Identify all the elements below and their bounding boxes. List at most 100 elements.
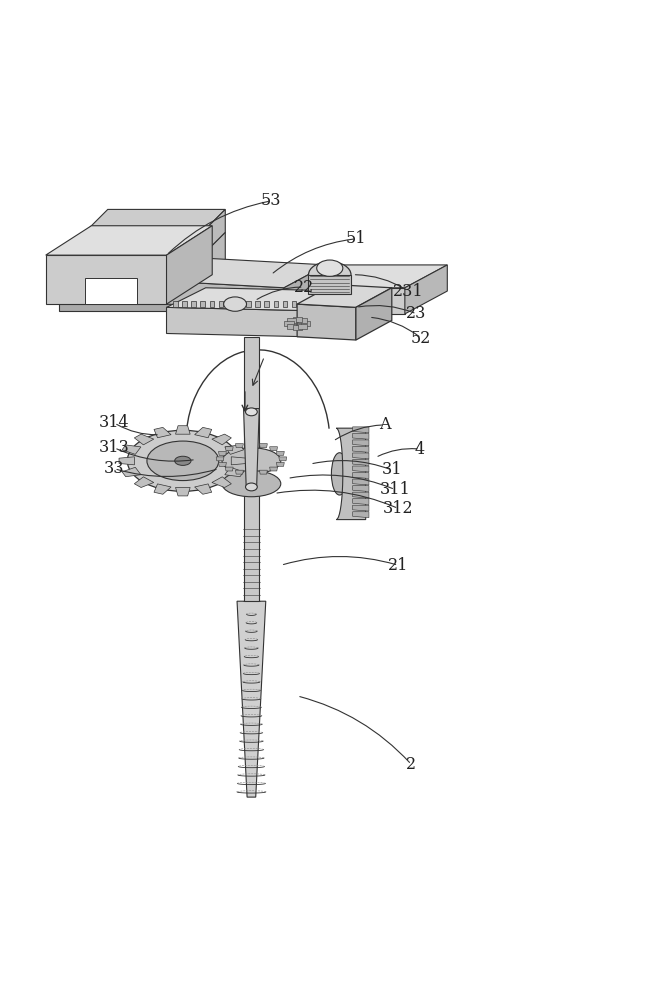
Polygon shape [212, 434, 231, 445]
Polygon shape [259, 470, 267, 474]
Ellipse shape [173, 455, 206, 473]
Text: 2: 2 [406, 756, 417, 773]
Polygon shape [298, 324, 308, 329]
Polygon shape [167, 281, 284, 311]
Polygon shape [59, 232, 225, 281]
Polygon shape [353, 446, 369, 452]
Ellipse shape [127, 430, 238, 491]
Text: A: A [379, 416, 391, 433]
Polygon shape [300, 321, 310, 326]
Polygon shape [292, 301, 296, 307]
Polygon shape [200, 301, 205, 307]
Ellipse shape [222, 471, 281, 497]
Polygon shape [353, 492, 369, 498]
Polygon shape [225, 467, 233, 471]
Text: 23: 23 [406, 305, 427, 322]
Polygon shape [219, 451, 227, 455]
Text: 51: 51 [345, 230, 366, 247]
Polygon shape [283, 301, 287, 307]
Polygon shape [219, 462, 227, 466]
Polygon shape [287, 318, 296, 323]
Polygon shape [219, 301, 223, 307]
Text: 313: 313 [99, 439, 130, 456]
Polygon shape [173, 301, 178, 307]
Text: 231: 231 [393, 283, 423, 300]
Polygon shape [353, 427, 369, 433]
Polygon shape [244, 409, 259, 487]
Text: 31: 31 [381, 461, 402, 478]
Polygon shape [135, 434, 153, 445]
Polygon shape [284, 265, 447, 288]
Polygon shape [46, 255, 167, 304]
Polygon shape [353, 479, 369, 485]
Polygon shape [353, 460, 369, 465]
Ellipse shape [222, 448, 281, 474]
Text: 33: 33 [104, 460, 125, 477]
Polygon shape [405, 265, 447, 314]
Polygon shape [353, 499, 369, 505]
Polygon shape [244, 337, 259, 601]
Ellipse shape [308, 262, 351, 288]
Polygon shape [270, 467, 278, 471]
Polygon shape [284, 321, 293, 326]
Polygon shape [353, 473, 369, 478]
Polygon shape [225, 467, 244, 477]
Polygon shape [212, 477, 231, 488]
Polygon shape [247, 443, 255, 446]
Polygon shape [225, 447, 233, 451]
Polygon shape [276, 451, 284, 455]
Polygon shape [216, 457, 224, 461]
Polygon shape [46, 226, 212, 255]
Polygon shape [176, 487, 190, 496]
Polygon shape [122, 445, 141, 454]
Ellipse shape [147, 441, 219, 481]
Polygon shape [308, 275, 351, 294]
Text: 4: 4 [415, 441, 425, 458]
Polygon shape [353, 486, 369, 492]
Polygon shape [59, 258, 176, 281]
Polygon shape [119, 457, 135, 465]
Polygon shape [59, 281, 176, 311]
Ellipse shape [331, 453, 347, 495]
Polygon shape [167, 226, 212, 304]
Polygon shape [122, 467, 141, 477]
Polygon shape [279, 457, 287, 461]
Ellipse shape [223, 297, 246, 311]
Polygon shape [293, 317, 302, 322]
Polygon shape [236, 444, 244, 448]
Polygon shape [59, 209, 225, 258]
Polygon shape [195, 427, 212, 438]
Polygon shape [255, 301, 260, 307]
Polygon shape [284, 288, 405, 314]
Polygon shape [237, 601, 266, 797]
Text: 312: 312 [383, 500, 413, 517]
Polygon shape [336, 428, 366, 520]
Polygon shape [259, 444, 267, 448]
Polygon shape [154, 484, 171, 494]
Polygon shape [210, 301, 214, 307]
Polygon shape [225, 445, 244, 454]
Polygon shape [236, 470, 244, 474]
Polygon shape [231, 457, 247, 465]
Polygon shape [195, 484, 212, 494]
Polygon shape [356, 288, 392, 340]
Text: 21: 21 [388, 557, 409, 574]
Polygon shape [246, 301, 251, 307]
Polygon shape [237, 301, 242, 307]
Polygon shape [154, 427, 171, 438]
Polygon shape [307, 291, 346, 337]
Polygon shape [270, 447, 278, 451]
Polygon shape [284, 265, 326, 311]
Polygon shape [276, 462, 284, 466]
Polygon shape [297, 285, 392, 307]
Polygon shape [167, 307, 307, 337]
Polygon shape [228, 301, 232, 307]
Polygon shape [85, 278, 137, 304]
Polygon shape [274, 301, 278, 307]
Ellipse shape [246, 408, 257, 416]
Ellipse shape [174, 456, 191, 465]
Polygon shape [167, 288, 346, 311]
Polygon shape [176, 426, 190, 434]
Polygon shape [353, 466, 369, 472]
Text: 311: 311 [379, 481, 411, 498]
